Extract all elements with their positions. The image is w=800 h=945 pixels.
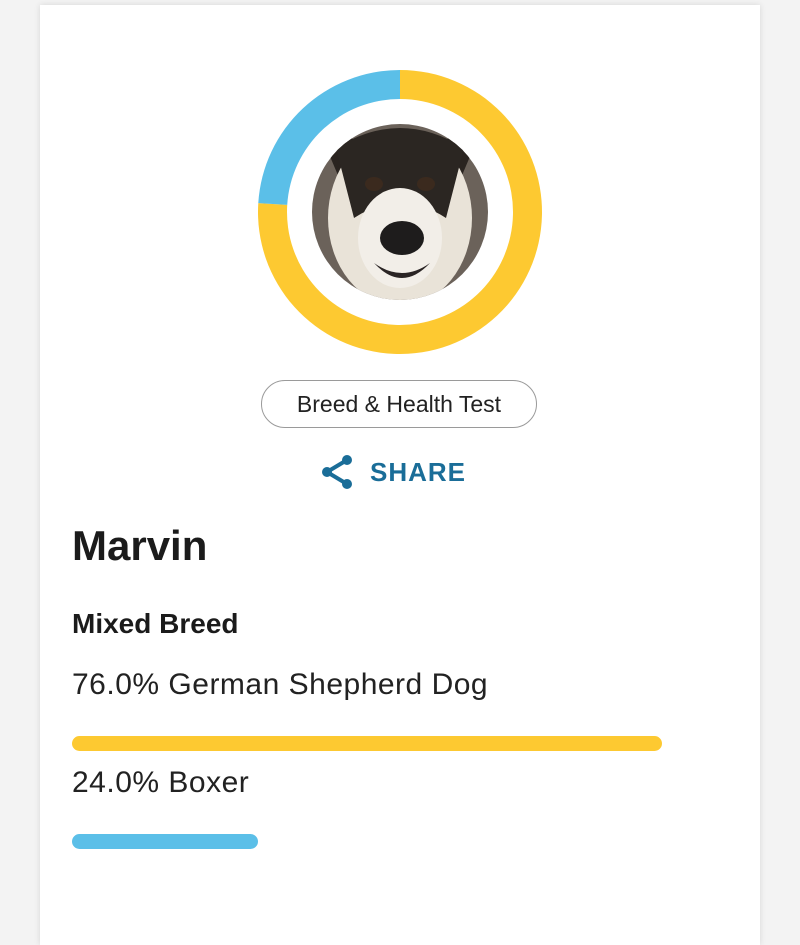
- breed-type: Mixed Breed: [72, 608, 239, 639]
- breed-line: 76.0% German Shepherd Dog: [72, 668, 488, 702]
- breed-donut: [258, 70, 542, 355]
- breed-name: German Shepherd Dog: [168, 668, 489, 701]
- breed-bar: [72, 736, 662, 751]
- breed-percent: 24.0%: [72, 766, 160, 799]
- share-button[interactable]: SHARE: [320, 452, 466, 492]
- dog-photo: [312, 124, 488, 300]
- share-label[interactable]: SHARE: [370, 456, 467, 487]
- breed-bar: [72, 834, 259, 849]
- donut-segment: [258, 70, 400, 205]
- breed-percent: 76.0%: [72, 668, 160, 701]
- breed-line: 24.0% Boxer: [72, 766, 249, 800]
- share-icon: [322, 455, 352, 489]
- test-badge[interactable]: Breed & Health Test: [261, 380, 537, 428]
- breed-name: Boxer: [168, 766, 250, 799]
- dog-name: Marvin: [72, 522, 208, 569]
